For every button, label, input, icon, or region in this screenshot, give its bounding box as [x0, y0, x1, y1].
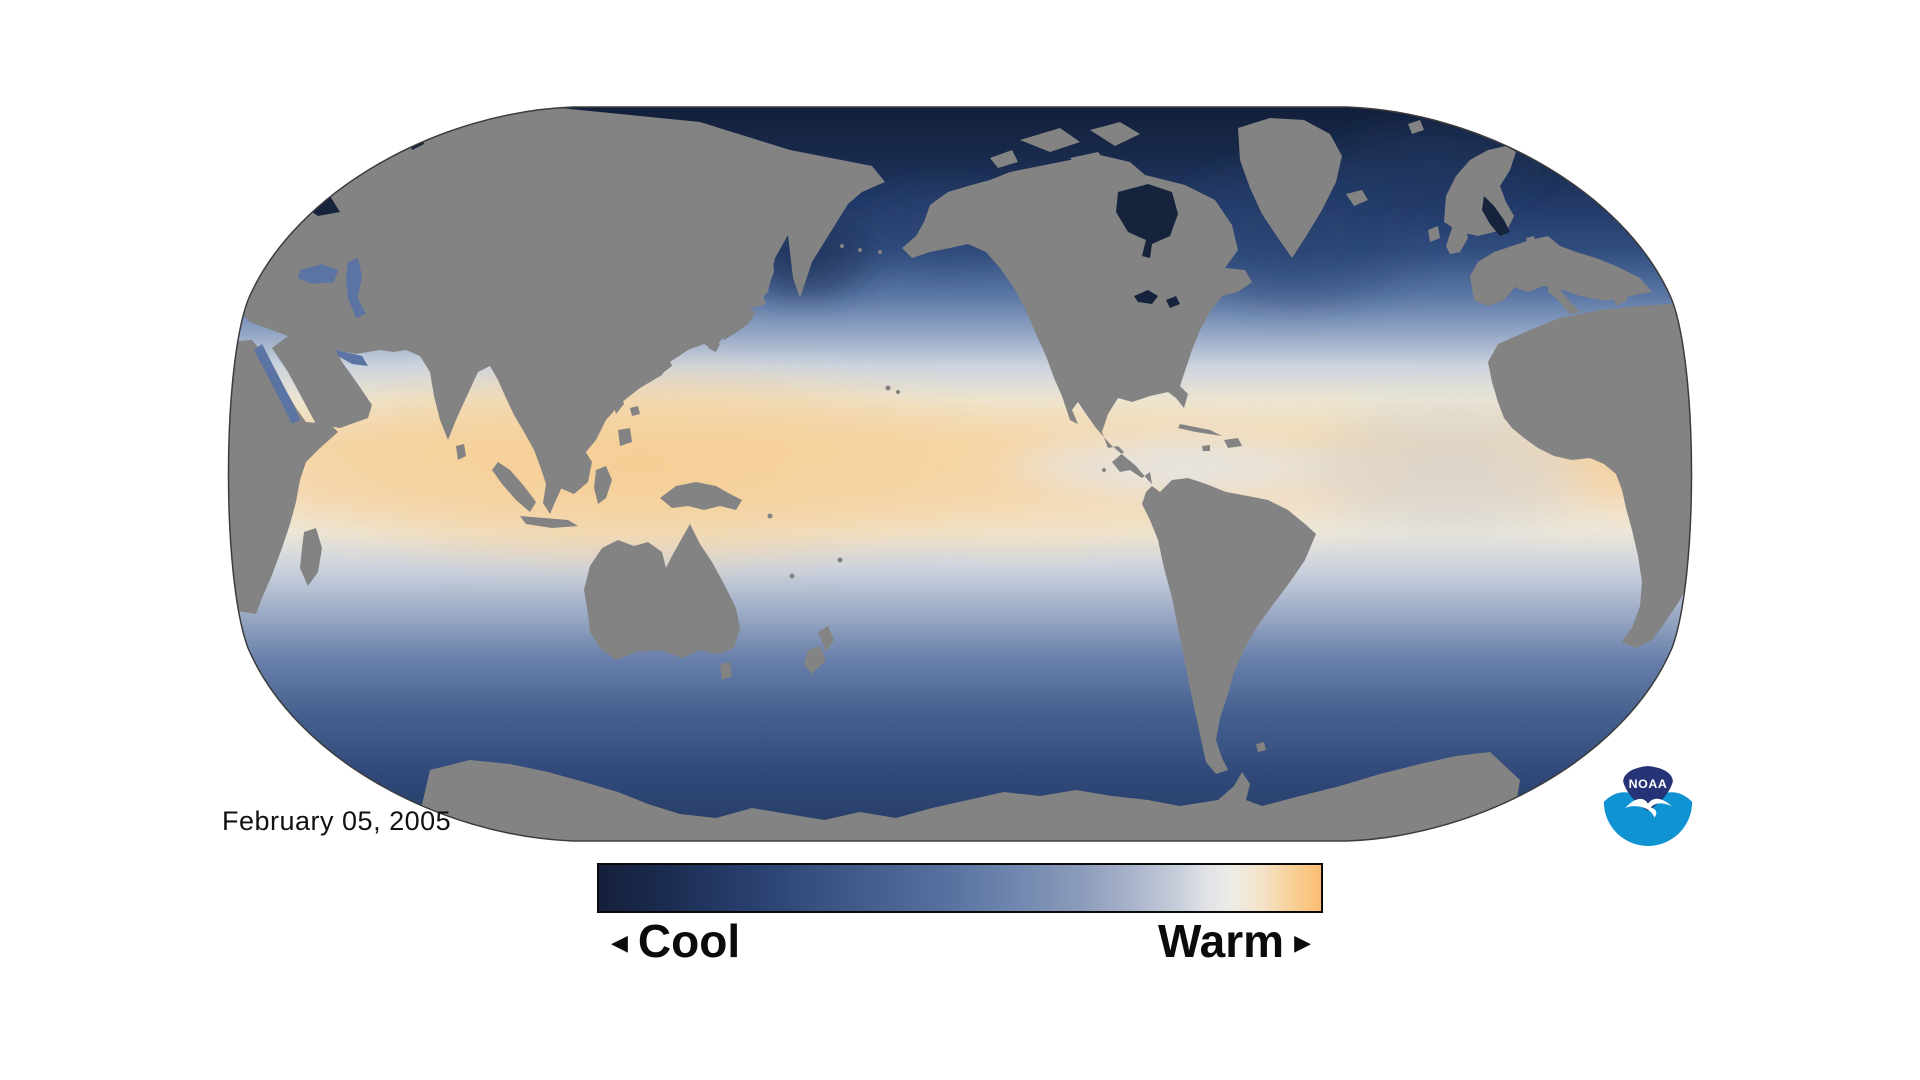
europe-right — [1470, 236, 1652, 306]
sakhalin — [762, 248, 774, 288]
temperature-colorbar — [597, 863, 1323, 913]
iceland — [1346, 190, 1368, 206]
noaa-logo-gull-icon — [1625, 798, 1672, 818]
persian-gulf — [336, 350, 368, 366]
aleutian-island — [840, 244, 844, 248]
aleutian-island — [858, 248, 862, 252]
fiji-island — [837, 557, 843, 563]
sumatra — [492, 462, 536, 512]
cool-legend: ◀ Cool — [611, 918, 740, 964]
aleutian-island — [878, 250, 882, 254]
japan-honshu — [718, 308, 756, 340]
warm-legend: Warm ▶ — [1158, 918, 1311, 964]
greenland — [1238, 118, 1342, 258]
cuba — [1178, 424, 1222, 436]
denmark — [1526, 236, 1536, 246]
noaa-logo: NOAA — [1603, 755, 1693, 846]
noaa-logo-ocean-wave — [1603, 792, 1693, 846]
greece — [1612, 288, 1628, 306]
australia — [584, 524, 740, 660]
new-zealand-north — [818, 626, 834, 652]
black-sea — [298, 264, 338, 284]
hispaniola — [1224, 438, 1242, 448]
date-label: February 05, 2005 — [222, 806, 452, 836]
sri-lanka — [456, 444, 466, 460]
madagascar — [300, 528, 322, 586]
italy — [1548, 280, 1580, 314]
new-guinea — [660, 482, 742, 510]
eurasia — [238, 108, 885, 514]
taiwan — [662, 356, 672, 372]
colorbar-legend: ◀ Cool Warm ▶ — [597, 912, 1323, 970]
tasmania — [720, 662, 732, 680]
arctic-island-3 — [1070, 152, 1108, 170]
luzon — [610, 388, 624, 414]
arctic-island-2 — [1090, 122, 1140, 146]
north-america — [902, 155, 1252, 492]
hainan — [630, 406, 640, 416]
great-lakes — [1134, 290, 1158, 304]
jamaica — [1202, 445, 1210, 451]
noaa-logo-text: NOAA — [1629, 777, 1668, 791]
sulawesi — [594, 466, 612, 504]
banks-island — [990, 150, 1018, 168]
hawaii-island — [885, 385, 891, 391]
caspian-sea — [346, 258, 366, 318]
hawaii-island — [896, 390, 900, 394]
japan-kyushu — [708, 342, 720, 352]
warm-arrow-icon: ▶ — [1294, 930, 1311, 955]
cool-arrow-icon: ◀ — [611, 930, 628, 955]
africa-right — [1488, 302, 1692, 648]
mindanao — [618, 428, 632, 446]
sicily — [1566, 316, 1576, 324]
falkland-islands — [1256, 742, 1266, 752]
red-sea — [254, 344, 300, 424]
java — [520, 516, 578, 528]
africa-left — [228, 340, 338, 614]
baltic-sea — [1482, 196, 1510, 236]
arctic-island-1 — [1020, 128, 1080, 152]
new-caledonia — [789, 573, 795, 579]
antarctica — [400, 752, 1520, 841]
warm-label: Warm — [1157, 915, 1285, 967]
great-lakes-east — [1166, 296, 1180, 308]
solomon-island — [767, 513, 773, 519]
svalbard — [1408, 120, 1424, 134]
new-zealand-south — [804, 646, 826, 674]
cool-label: Cool — [637, 915, 741, 967]
hudson-bay — [1116, 184, 1178, 258]
japan-hokkaido — [750, 292, 766, 308]
south-america — [1142, 478, 1316, 774]
inland-waters — [254, 132, 1510, 424]
ireland — [1428, 226, 1440, 242]
projection-outline — [227, 106, 1693, 842]
galapagos — [1102, 468, 1106, 472]
borneo — [550, 440, 592, 494]
